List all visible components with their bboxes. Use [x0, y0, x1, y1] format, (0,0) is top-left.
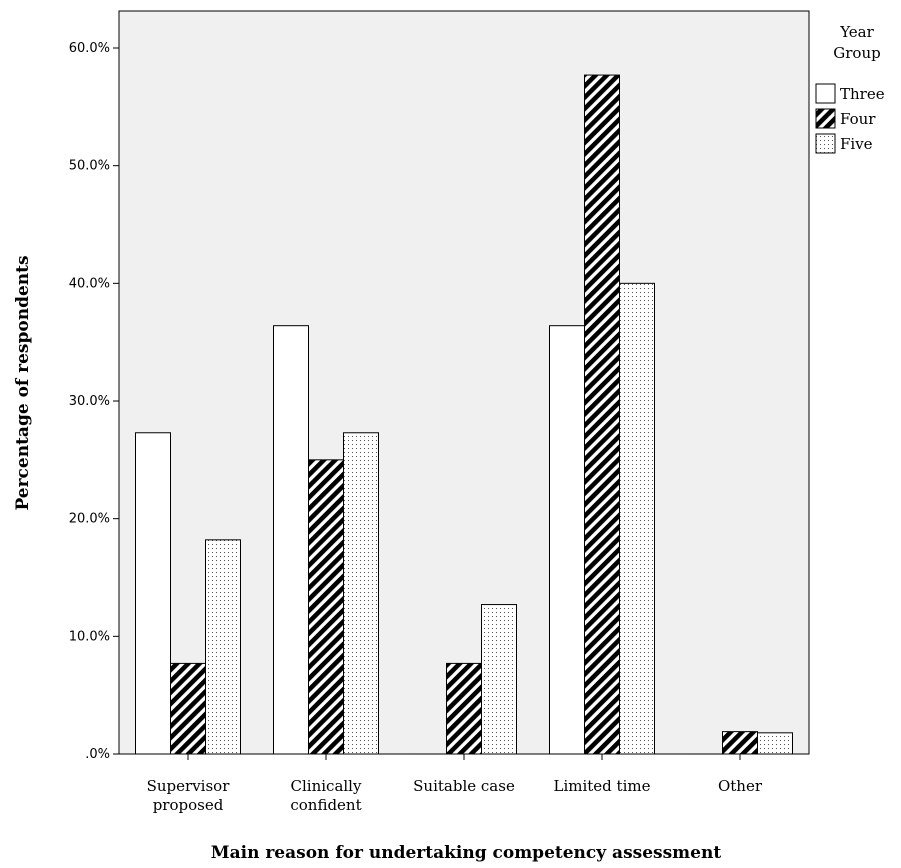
- x-axis-title: Main reason for undertaking competency a…: [211, 843, 722, 863]
- bar-five: [481, 604, 517, 755]
- legend-swatch-four: [815, 108, 836, 129]
- y-tick-label: 20.0%: [69, 512, 110, 527]
- bar-three: [273, 325, 309, 755]
- y-tick-label: 30.0%: [69, 394, 110, 409]
- x-tick-label: Clinically confident: [290, 777, 362, 814]
- x-tick-label: Suitable case: [413, 777, 515, 795]
- bar-four: [584, 74, 620, 755]
- x-tick-label: Other: [718, 777, 763, 795]
- bars: [135, 74, 793, 755]
- x-axis: Supervisor proposed Clinically confident Sui…: [147, 754, 763, 814]
- y-tick-label: 50.0%: [69, 159, 110, 174]
- legend-swatch-five: [815, 133, 836, 154]
- y-tick-label: 40.0%: [69, 276, 110, 291]
- x-tick-label: Supervisor proposed: [147, 777, 231, 814]
- bar-five: [205, 539, 241, 755]
- bar-five: [619, 282, 655, 755]
- legend-label-three: Three: [840, 85, 885, 103]
- legend-swatch-three: [815, 83, 836, 104]
- y-tick-label: .0%: [85, 747, 110, 762]
- bar-five: [343, 432, 379, 755]
- bar-four: [308, 459, 344, 755]
- y-tick-label: 60.0%: [69, 41, 110, 56]
- bar-three: [135, 432, 171, 755]
- legend-label-four: Four: [840, 110, 876, 128]
- bar-four: [170, 662, 206, 755]
- y-axis-title: Percentage of respondents: [13, 255, 33, 510]
- bar-three: [549, 325, 585, 755]
- legend-label-five: Five: [840, 135, 873, 153]
- bar-four: [722, 731, 758, 755]
- y-tick-label: 10.0%: [69, 629, 110, 644]
- y-axis: .0% 10.0% 20.0% 30.0% 40.0% 50.0% 60.0%: [69, 41, 119, 762]
- bar-five: [757, 732, 793, 755]
- bar-four: [446, 662, 482, 755]
- legend: Year Group Three Four Five: [815, 23, 885, 154]
- x-tick-label: Limited time: [554, 777, 651, 795]
- legend-title: Year Group: [833, 23, 880, 62]
